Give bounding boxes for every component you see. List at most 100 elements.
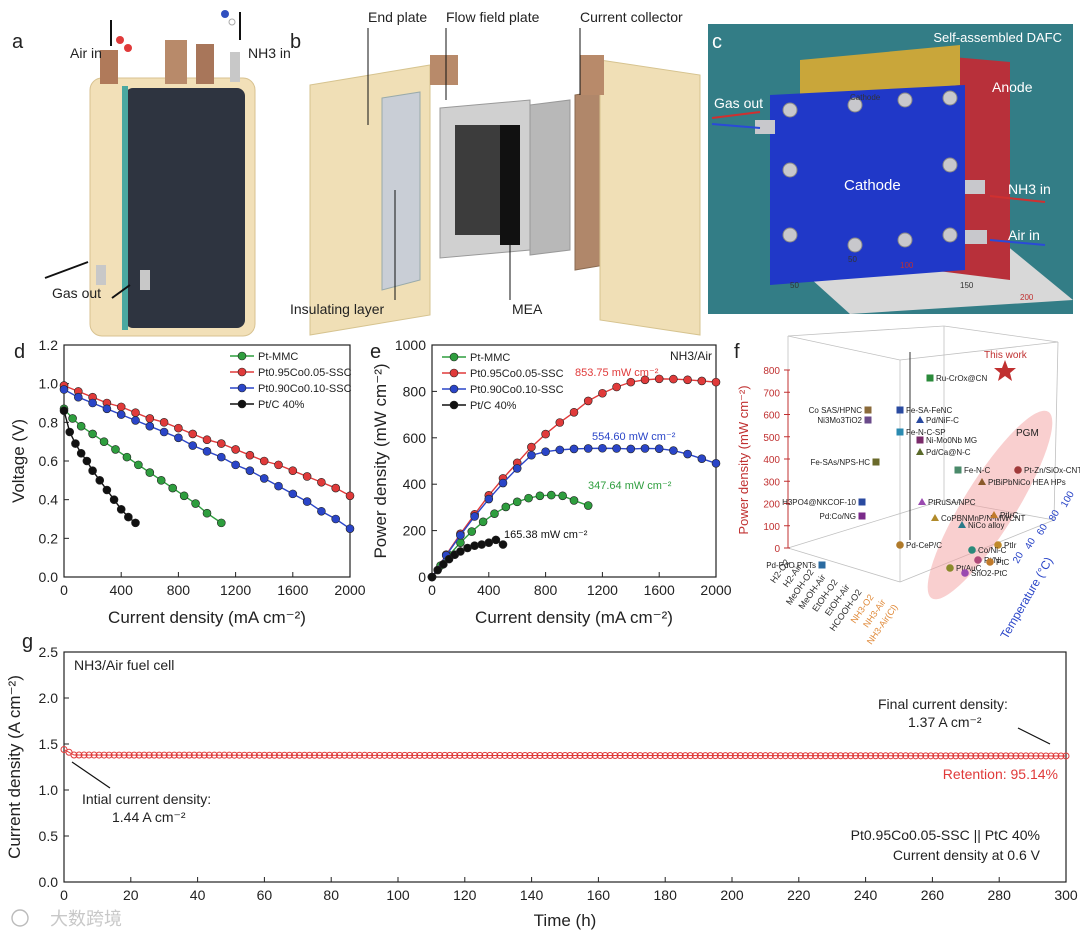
data-point	[80, 751, 88, 759]
ruler-tick: 50	[848, 255, 857, 264]
label-gas-out: Gas out	[714, 95, 763, 111]
data-point	[351, 751, 359, 759]
data-point	[591, 752, 599, 760]
data-point	[116, 402, 126, 412]
watermark-text: 大数跨境	[50, 909, 122, 929]
x-tick-label: 100	[386, 887, 410, 903]
data-point	[669, 374, 678, 384]
data-point	[68, 414, 77, 423]
current-collector	[800, 45, 960, 100]
data-point	[135, 751, 143, 759]
data-point	[456, 530, 465, 540]
x-tick-label: 400	[477, 582, 501, 598]
pgm-label: PGM	[1016, 428, 1039, 439]
data-point	[887, 752, 895, 760]
data-point	[646, 752, 654, 760]
scatter-point	[818, 561, 826, 569]
data-point	[731, 752, 739, 760]
data-point	[131, 416, 140, 425]
data-point	[102, 404, 112, 414]
plate-engraving: Cathode	[850, 93, 881, 102]
data-point	[746, 752, 754, 760]
data-point	[75, 751, 83, 759]
data-point	[641, 752, 649, 760]
gas-port	[230, 52, 240, 82]
ruler-tick: 50	[790, 281, 799, 290]
data-point	[456, 547, 465, 556]
x-tick-label: 2000	[700, 582, 731, 598]
z-tick-label: 800	[763, 366, 780, 377]
data-point	[179, 491, 189, 501]
data-point	[190, 751, 198, 759]
data-point	[71, 439, 80, 448]
x-tick-label: 0	[428, 582, 436, 598]
data-point	[361, 751, 369, 759]
data-point	[569, 496, 579, 505]
data-point	[466, 751, 474, 759]
data-point	[461, 751, 469, 759]
cathode-plate	[770, 85, 965, 285]
data-point	[156, 476, 166, 485]
point-label: Ni3Mo3TiO2	[817, 416, 862, 425]
data-point	[862, 752, 870, 760]
data-point	[125, 751, 133, 759]
point-label: Pd/Ca@N-C	[926, 448, 971, 457]
data-point	[76, 421, 86, 431]
data-point	[115, 751, 123, 759]
corner-text: NH3/Air	[670, 349, 712, 363]
data-point	[302, 497, 312, 506]
scatter-point	[986, 558, 994, 566]
data-point	[1007, 752, 1015, 760]
data-point	[583, 396, 593, 406]
data-point	[1062, 752, 1070, 760]
z-tick-label: 200	[763, 500, 780, 511]
data-point	[470, 541, 479, 550]
x-axis-label: Current density (mA cm⁻²)	[475, 608, 673, 627]
data-point	[812, 752, 819, 760]
data-point	[240, 751, 248, 759]
series-line	[74, 754, 1067, 757]
data-point	[463, 543, 472, 553]
data-point	[636, 752, 644, 760]
panel-letter: c	[712, 31, 722, 53]
data-point	[736, 752, 744, 760]
data-point	[433, 565, 442, 575]
data-point	[321, 751, 329, 759]
data-point	[131, 408, 140, 417]
data-point	[250, 751, 258, 759]
legend-label: Pt-MMC	[470, 352, 510, 364]
data-point	[436, 751, 444, 759]
temp-tick-label: 20	[1011, 550, 1026, 566]
z-tick-label: 700	[763, 388, 780, 399]
x-axis-label: Current density (mA cm⁻²)	[108, 608, 306, 627]
data-point	[130, 751, 138, 759]
data-point	[791, 752, 799, 760]
data-point	[598, 443, 607, 453]
data-point	[626, 444, 636, 454]
data-point	[751, 752, 759, 760]
data-point	[1047, 752, 1055, 760]
data-point	[498, 478, 508, 488]
data-point	[346, 751, 354, 759]
data-point	[683, 449, 692, 459]
data-point	[1017, 752, 1025, 760]
final-label-value: 1.37 A cm⁻²	[908, 714, 982, 730]
legend-label: Pt-MMC	[258, 351, 298, 363]
peak-annotation: 554.60 mW cm⁻²	[592, 431, 676, 443]
data-point	[546, 490, 556, 500]
data-point	[977, 752, 985, 760]
data-point	[786, 752, 794, 760]
z-tick-label: 600	[763, 411, 780, 422]
data-point	[796, 752, 804, 760]
peak-annotation: 853.75 mW cm⁻²	[575, 367, 659, 379]
point-label: PtIrC	[1000, 511, 1018, 520]
data-point	[288, 489, 298, 499]
data-point	[711, 459, 721, 468]
data-point	[411, 751, 419, 759]
data-point	[1037, 752, 1045, 760]
legend-label: Pt0.95Co0.05-SSC	[258, 367, 352, 379]
data-point	[421, 751, 429, 759]
data-point	[1012, 752, 1020, 760]
data-point	[576, 752, 584, 760]
